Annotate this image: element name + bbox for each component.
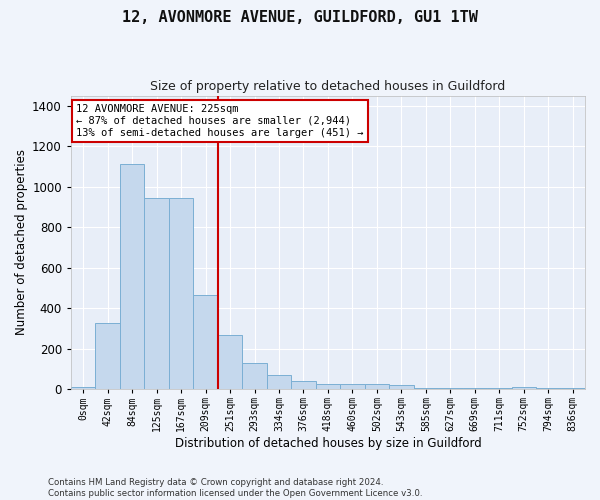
Bar — [120, 164, 145, 389]
Bar — [560, 388, 585, 389]
Text: 12 AVONMORE AVENUE: 225sqm
← 87% of detached houses are smaller (2,944)
13% of s: 12 AVONMORE AVENUE: 225sqm ← 87% of deta… — [76, 104, 364, 138]
Bar — [193, 295, 218, 389]
Bar — [413, 388, 438, 389]
Bar — [389, 385, 413, 389]
Bar — [365, 384, 389, 389]
Bar — [487, 388, 512, 389]
Title: Size of property relative to detached houses in Guildford: Size of property relative to detached ho… — [151, 80, 506, 93]
Text: 12, AVONMORE AVENUE, GUILDFORD, GU1 1TW: 12, AVONMORE AVENUE, GUILDFORD, GU1 1TW — [122, 10, 478, 25]
Bar — [71, 387, 95, 389]
Bar — [340, 384, 365, 389]
Bar — [512, 386, 536, 389]
Bar — [463, 388, 487, 389]
Bar — [95, 324, 120, 389]
Bar — [145, 198, 169, 389]
Bar — [536, 388, 560, 389]
Bar — [218, 334, 242, 389]
Y-axis label: Number of detached properties: Number of detached properties — [15, 150, 28, 336]
Bar — [438, 388, 463, 389]
Bar — [316, 384, 340, 389]
Bar — [267, 375, 291, 389]
Bar — [169, 198, 193, 389]
Bar — [291, 381, 316, 389]
Text: Contains HM Land Registry data © Crown copyright and database right 2024.
Contai: Contains HM Land Registry data © Crown c… — [48, 478, 422, 498]
X-axis label: Distribution of detached houses by size in Guildford: Distribution of detached houses by size … — [175, 437, 481, 450]
Bar — [242, 363, 267, 389]
